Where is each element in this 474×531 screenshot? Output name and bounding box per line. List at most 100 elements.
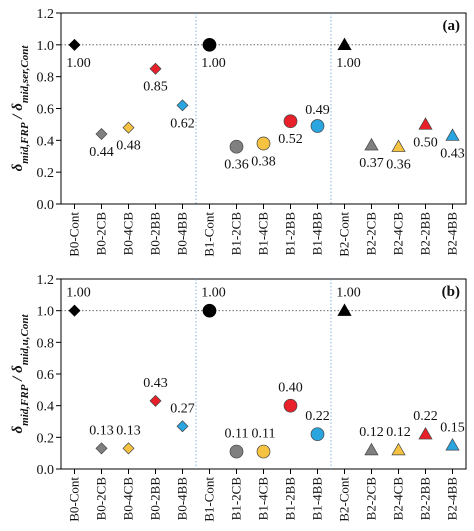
data-point-b0-4cb	[122, 442, 135, 455]
y-tick-label: 1.2	[37, 273, 55, 288]
data-label: 0.43	[143, 376, 168, 391]
x-tick-label: B0-2BB	[148, 212, 163, 256]
x-tick-label: B2-2BB	[418, 212, 433, 256]
data-point-b2-cont	[337, 37, 352, 51]
x-tick-label: B1-4CB	[256, 212, 271, 256]
data-label: 1.00	[336, 56, 361, 71]
data-label: 0.11	[252, 427, 276, 442]
data-label: 0.50	[413, 135, 438, 150]
y-tick-label: 0.0	[37, 463, 55, 478]
data-label: 0.49	[305, 103, 330, 118]
plot-frame	[60, 12, 467, 205]
data-label: 0.36	[386, 158, 411, 173]
y-tick-label: 0.8	[37, 71, 55, 86]
data-label: 0.48	[116, 139, 141, 154]
y-tick-label: 0.4	[37, 134, 55, 149]
x-tick-label: B0-2CB	[94, 477, 109, 521]
data-point-b1-4bb	[310, 119, 325, 133]
x-tick-label: B1-Cont	[202, 212, 217, 257]
data-point-b1-4cb	[256, 136, 271, 151]
data-label: 0.11	[225, 427, 249, 442]
data-point-b1-2cb	[229, 139, 244, 154]
data-point-b2-2bb	[418, 117, 433, 130]
x-tick-label: B1-2CB	[229, 212, 244, 256]
panel-label: (b)	[442, 284, 460, 300]
data-label: 0.22	[413, 409, 438, 424]
data-point-b2-4cb	[391, 139, 406, 152]
data-label: 1.00	[336, 286, 361, 301]
y-tick-label: 1.2	[37, 7, 55, 22]
data-point-b0-2bb	[149, 62, 162, 75]
data-point-b2-4bb	[445, 128, 460, 141]
y-axis-label: δmid,FRP / δmid,u,Cont	[10, 314, 31, 434]
x-tick-label: B2-2CB	[364, 477, 379, 521]
data-point-b1-2bb	[283, 398, 298, 413]
data-point-b0-cont	[68, 38, 81, 51]
x-tick-label: B2-Cont	[337, 212, 352, 257]
data-point-b1-cont	[202, 303, 217, 318]
data-point-b0-4bb	[176, 99, 189, 112]
x-tick-label: B0-2CB	[94, 212, 109, 256]
x-tick-label: B0-4CB	[121, 477, 136, 521]
data-label: 0.13	[116, 423, 141, 438]
data-label: 0.15	[440, 420, 465, 435]
y-tick-label: 0.6	[37, 368, 55, 383]
data-point-b0-2cb	[95, 127, 108, 140]
data-label: 0.36	[224, 158, 249, 173]
x-tick-label: B0-4BB	[175, 477, 190, 521]
y-tick-label: 0.8	[37, 336, 55, 351]
x-tick-label: B0-Cont	[67, 477, 82, 522]
chart-panel-a: 0.0 0.2 0.4 0.6 0.8 1.0 1.2 B0-Cont B0-2CB B0-4CB…	[10, 7, 467, 257]
data-point-b2-2bb	[418, 426, 433, 440]
x-tick-label: B0-4BB	[175, 212, 190, 256]
data-point-b1-cont	[202, 37, 217, 52]
data-point-b0-4cb	[122, 121, 135, 134]
x-tick-label: B2-2BB	[418, 477, 433, 521]
data-label: 0.12	[386, 425, 411, 440]
x-tick-label: B0-4CB	[121, 212, 136, 256]
data-point-b0-4bb	[176, 420, 189, 433]
data-point-b0-cont	[68, 304, 81, 317]
panel-label: (a)	[443, 18, 461, 34]
data-point-b1-2bb	[283, 114, 298, 129]
y-tick-label: 0.6	[37, 103, 55, 118]
data-label: 1.00	[201, 286, 226, 301]
chart-panel-b: 0.0 0.2 0.4 0.6 0.8 1.0 1.2 B0-Cont B0-2CB B0-4CB…	[10, 273, 467, 522]
x-tick-label: B1-2CB	[229, 477, 244, 521]
data-label: 0.22	[305, 409, 330, 424]
data-label: 0.37	[359, 156, 384, 171]
data-point-b0-2cb	[95, 442, 108, 455]
data-label: 0.12	[359, 425, 384, 440]
data-label: 0.43	[440, 147, 465, 162]
data-point-b2-cont	[337, 303, 352, 316]
x-tick-label: B1-Cont	[202, 477, 217, 522]
data-point-b1-2cb	[229, 444, 244, 459]
y-tick-label: 1.0	[37, 305, 55, 320]
x-tick-label: B2-2CB	[364, 212, 379, 256]
data-label: 0.85	[143, 80, 168, 95]
data-label: 0.44	[89, 145, 114, 160]
data-label: 0.62	[170, 116, 195, 131]
data-point-b1-4cb	[256, 444, 271, 459]
x-tick-label: B1-2BB	[283, 212, 298, 256]
y-tick-label: 0.2	[37, 431, 55, 446]
data-point-b2-4bb	[445, 438, 460, 451]
x-tick-label: B0-Cont	[67, 212, 82, 257]
x-tick-label: B2-4BB	[445, 477, 460, 521]
x-tick-label: B1-2BB	[283, 477, 298, 521]
y-tick-label: 0.2	[37, 166, 55, 181]
x-tick-label: B2-Cont	[337, 477, 352, 522]
data-label: 1.00	[201, 56, 226, 71]
y-axis-label: δmid,FRP / δmid,ser,Cont	[10, 45, 31, 172]
data-label: 0.40	[278, 381, 303, 396]
data-label: 0.52	[278, 132, 303, 147]
y-tick-label: 0.4	[37, 400, 55, 415]
data-label: 1.00	[66, 286, 91, 301]
data-point-b2-4cb	[391, 442, 406, 456]
data-point-b2-2cb	[364, 442, 379, 456]
x-tick-label: B2-4CB	[391, 212, 406, 256]
x-tick-label: B1-4BB	[310, 477, 325, 521]
data-label: 0.27	[170, 401, 195, 416]
data-point-b1-4bb	[310, 427, 325, 442]
